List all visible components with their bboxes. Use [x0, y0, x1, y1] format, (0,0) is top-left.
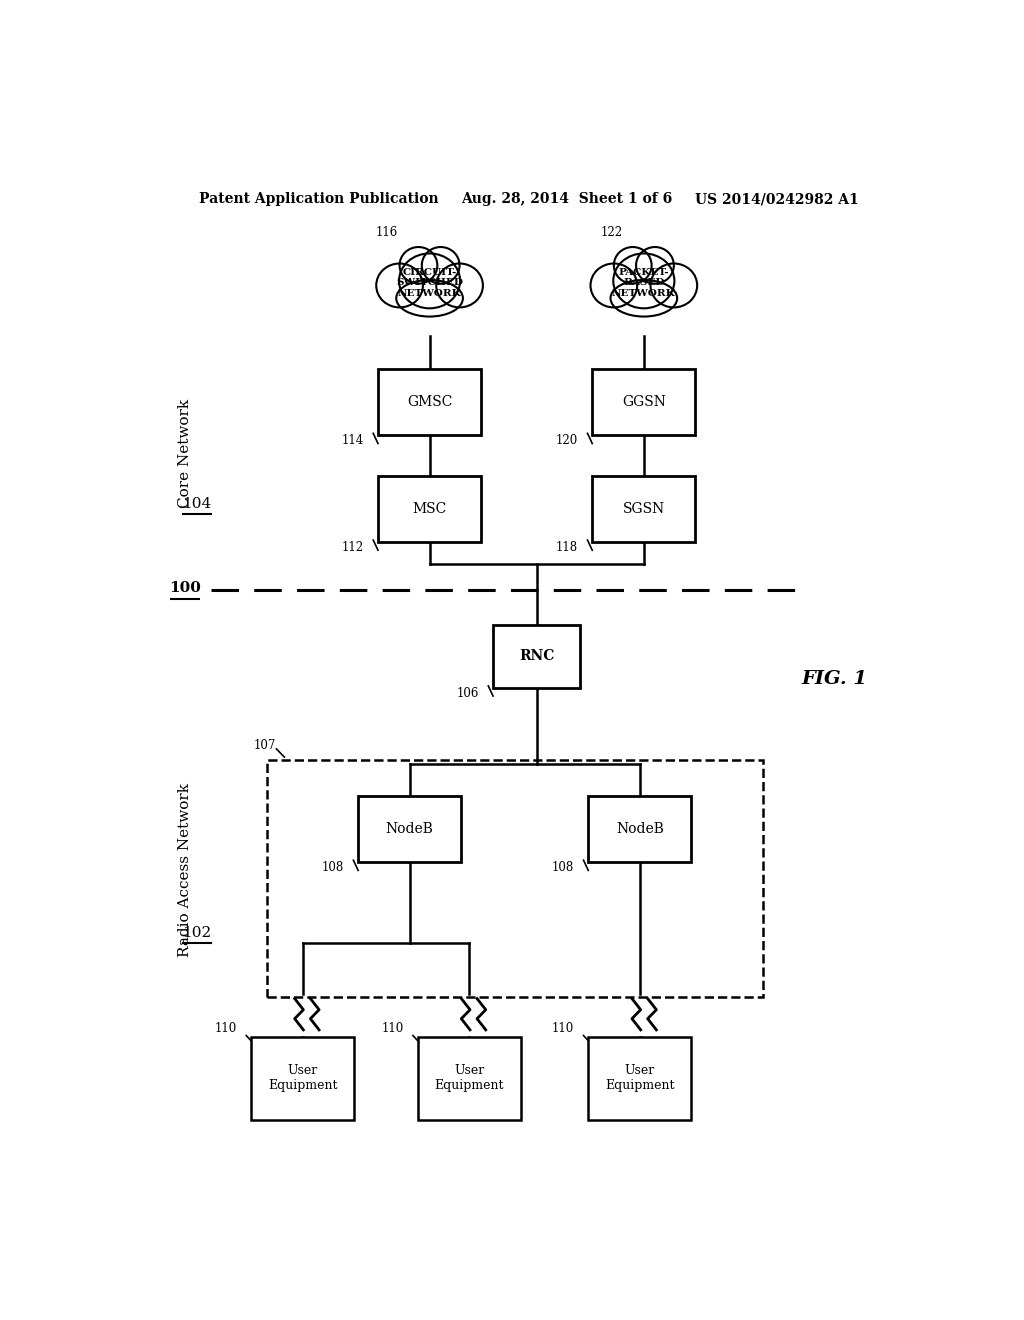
Text: PACKET-
BASED
NETWORK: PACKET- BASED NETWORK [612, 268, 676, 297]
Text: Patent Application Publication: Patent Application Publication [200, 191, 439, 206]
Text: 110: 110 [381, 1022, 403, 1035]
Ellipse shape [399, 253, 460, 309]
Ellipse shape [610, 280, 677, 317]
Text: User
Equipment: User Equipment [605, 1064, 675, 1092]
Ellipse shape [636, 247, 674, 284]
Text: User
Equipment: User Equipment [268, 1064, 337, 1092]
Text: 120: 120 [556, 434, 578, 447]
Text: 104: 104 [182, 496, 212, 511]
Text: GGSN: GGSN [622, 395, 666, 409]
Text: 108: 108 [552, 861, 574, 874]
FancyBboxPatch shape [378, 477, 481, 543]
FancyBboxPatch shape [588, 796, 691, 862]
FancyBboxPatch shape [588, 1036, 691, 1119]
Ellipse shape [436, 264, 483, 308]
Text: 102: 102 [182, 925, 212, 940]
Text: GMSC: GMSC [407, 395, 453, 409]
Text: 116: 116 [376, 226, 398, 239]
FancyBboxPatch shape [592, 477, 695, 543]
Ellipse shape [650, 264, 697, 308]
Text: 122: 122 [600, 226, 623, 239]
Ellipse shape [376, 264, 423, 308]
Text: SGSN: SGSN [623, 502, 665, 516]
Text: Radio Access Network: Radio Access Network [178, 783, 193, 957]
Text: 110: 110 [552, 1022, 574, 1035]
Text: FIG. 1: FIG. 1 [802, 669, 867, 688]
Text: 108: 108 [322, 861, 344, 874]
FancyBboxPatch shape [418, 1036, 521, 1119]
FancyBboxPatch shape [378, 370, 481, 436]
Text: RNC: RNC [519, 649, 554, 664]
Text: 107: 107 [254, 739, 276, 752]
Text: NodeB: NodeB [615, 822, 664, 837]
Text: 110: 110 [214, 1022, 237, 1035]
Text: NodeB: NodeB [386, 822, 434, 837]
FancyBboxPatch shape [494, 624, 581, 688]
FancyBboxPatch shape [592, 370, 695, 436]
Ellipse shape [613, 247, 651, 284]
Text: 112: 112 [342, 541, 364, 553]
Text: User
Equipment: User Equipment [434, 1064, 504, 1092]
Text: US 2014/0242982 A1: US 2014/0242982 A1 [695, 191, 859, 206]
Text: Aug. 28, 2014  Sheet 1 of 6: Aug. 28, 2014 Sheet 1 of 6 [461, 191, 673, 206]
FancyBboxPatch shape [358, 796, 461, 862]
Text: Core Network: Core Network [178, 399, 193, 508]
Text: CIRCUIT-
SWITCHED
NETWORK: CIRCUIT- SWITCHED NETWORK [396, 268, 463, 297]
FancyBboxPatch shape [251, 1036, 354, 1119]
Ellipse shape [396, 280, 463, 317]
Ellipse shape [422, 247, 460, 284]
Ellipse shape [399, 247, 437, 284]
Text: 114: 114 [341, 434, 364, 447]
Text: 118: 118 [556, 541, 578, 553]
Text: 106: 106 [457, 686, 479, 700]
Text: 100: 100 [169, 581, 201, 595]
Text: MSC: MSC [413, 502, 446, 516]
Ellipse shape [613, 253, 675, 309]
Ellipse shape [591, 264, 637, 308]
